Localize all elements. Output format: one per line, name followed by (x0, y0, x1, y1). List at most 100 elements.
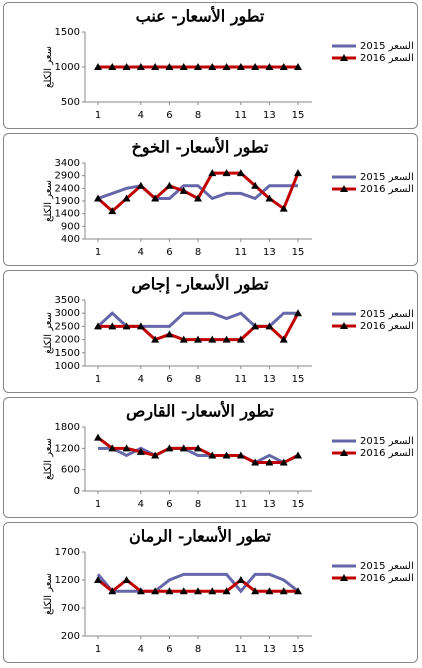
point-marker (208, 451, 217, 459)
point-marker (251, 181, 260, 189)
point-marker (265, 194, 274, 202)
point-marker (251, 587, 260, 595)
y-axis-label: سعر الكلغ (43, 573, 54, 615)
y-tick-label: 0 (74, 486, 80, 497)
x-tick-label: 4 (138, 644, 144, 655)
x-tick-label: 13 (263, 374, 276, 385)
x-tick-label: 1 (95, 644, 101, 655)
y-tick-label: 1900 (55, 196, 80, 207)
point-marker (294, 451, 302, 459)
point-marker (94, 576, 102, 583)
y-tick-label: 1800 (55, 422, 80, 433)
x-tick-label: 8 (195, 644, 201, 655)
x-tick-label: 11 (234, 644, 247, 655)
point-marker (179, 63, 188, 70)
y-tick-label: 200 (61, 631, 80, 642)
x-tick-label: 11 (234, 374, 247, 385)
point-marker (208, 63, 217, 70)
point-marker (251, 63, 260, 70)
y-axis-label: سعر الكلغ (43, 438, 54, 480)
point-marker (279, 204, 288, 212)
y-tick-label: 1400 (55, 209, 80, 220)
point-marker (108, 207, 117, 215)
y-tick-label: 600 (61, 465, 80, 476)
x-tick-label: 4 (138, 499, 144, 510)
y-tick-label: 3000 (55, 308, 80, 319)
x-tick-label: 8 (195, 110, 201, 121)
x-tick-label: 6 (166, 499, 172, 510)
point-marker (222, 451, 231, 459)
point-marker (165, 444, 174, 452)
x-tick-label: 8 (195, 247, 201, 258)
x-tick-label: 13 (263, 644, 276, 655)
x-tick-label: 1 (95, 110, 101, 121)
point-marker (122, 576, 131, 583)
point-marker (94, 433, 102, 441)
y-tick-label: 1000 (55, 62, 80, 73)
x-tick-label: 13 (263, 499, 276, 510)
x-tick-label: 4 (138, 374, 144, 385)
y-tick-label: 3400 (55, 158, 80, 169)
point-marker (94, 322, 102, 330)
legend-marker (340, 322, 348, 329)
point-marker (222, 169, 231, 177)
legend-label: السعر 2016 (360, 53, 414, 64)
x-tick-label: 8 (195, 374, 201, 385)
point-marker (122, 444, 131, 452)
point-marker (265, 322, 274, 330)
x-tick-label: 1 (95, 374, 101, 385)
y-tick-label: 1500 (55, 348, 80, 359)
point-marker (108, 587, 117, 595)
point-marker (236, 576, 245, 583)
point-marker (122, 194, 131, 202)
legend-label: السعر 2015 (360, 172, 414, 183)
x-tick-label: 11 (234, 499, 247, 510)
point-marker (294, 309, 302, 317)
point-marker (194, 444, 202, 452)
point-marker (265, 587, 274, 595)
x-tick-label: 11 (234, 247, 247, 258)
chart-title: تطور الأسعار- الرمان (129, 526, 272, 547)
point-marker (94, 63, 102, 70)
y-tick-label: 900 (61, 221, 80, 232)
point-marker (294, 63, 302, 70)
x-tick-label: 4 (138, 247, 144, 258)
point-marker (194, 194, 202, 202)
y-axis-label: سعر الكلغ (43, 312, 54, 354)
chart-title: تطور الأسعار- الخوخ (132, 137, 269, 158)
point-marker (179, 444, 188, 452)
point-marker (165, 587, 174, 595)
point-marker (208, 587, 217, 595)
chart-title: تطور الأسعار- القارص (126, 401, 275, 422)
point-marker (236, 335, 245, 343)
y-tick-label: 2500 (55, 321, 80, 332)
point-marker (136, 181, 145, 189)
point-marker (179, 587, 188, 595)
legend-label: السعر 2016 (360, 184, 414, 195)
y-tick-label: 1000 (55, 361, 80, 372)
y-tick-label: 3500 (55, 295, 80, 306)
point-marker (151, 587, 160, 595)
point-marker (165, 330, 174, 338)
point-marker (279, 587, 288, 595)
x-tick-label: 13 (263, 110, 276, 121)
legend-label: السعر 2016 (360, 321, 414, 332)
y-tick-label: 1700 (55, 547, 80, 558)
point-marker (179, 335, 188, 343)
point-marker (136, 322, 145, 330)
point-marker (108, 322, 117, 330)
point-marker (222, 587, 231, 595)
point-marker (279, 335, 288, 343)
x-tick-label: 15 (292, 110, 305, 121)
point-marker (108, 63, 117, 70)
point-marker (279, 458, 288, 466)
point-marker (294, 587, 302, 595)
legend-label: السعر 2016 (360, 448, 414, 459)
y-tick-label: 500 (61, 97, 80, 108)
y-tick-label: 2400 (55, 183, 80, 194)
legend-label: السعر 2016 (360, 573, 414, 584)
y-tick-label: 1200 (55, 575, 80, 586)
chart-title: تطور الأسعار- إجاص (131, 274, 269, 295)
point-marker (151, 451, 160, 459)
legend-label: السعر 2015 (360, 41, 414, 52)
